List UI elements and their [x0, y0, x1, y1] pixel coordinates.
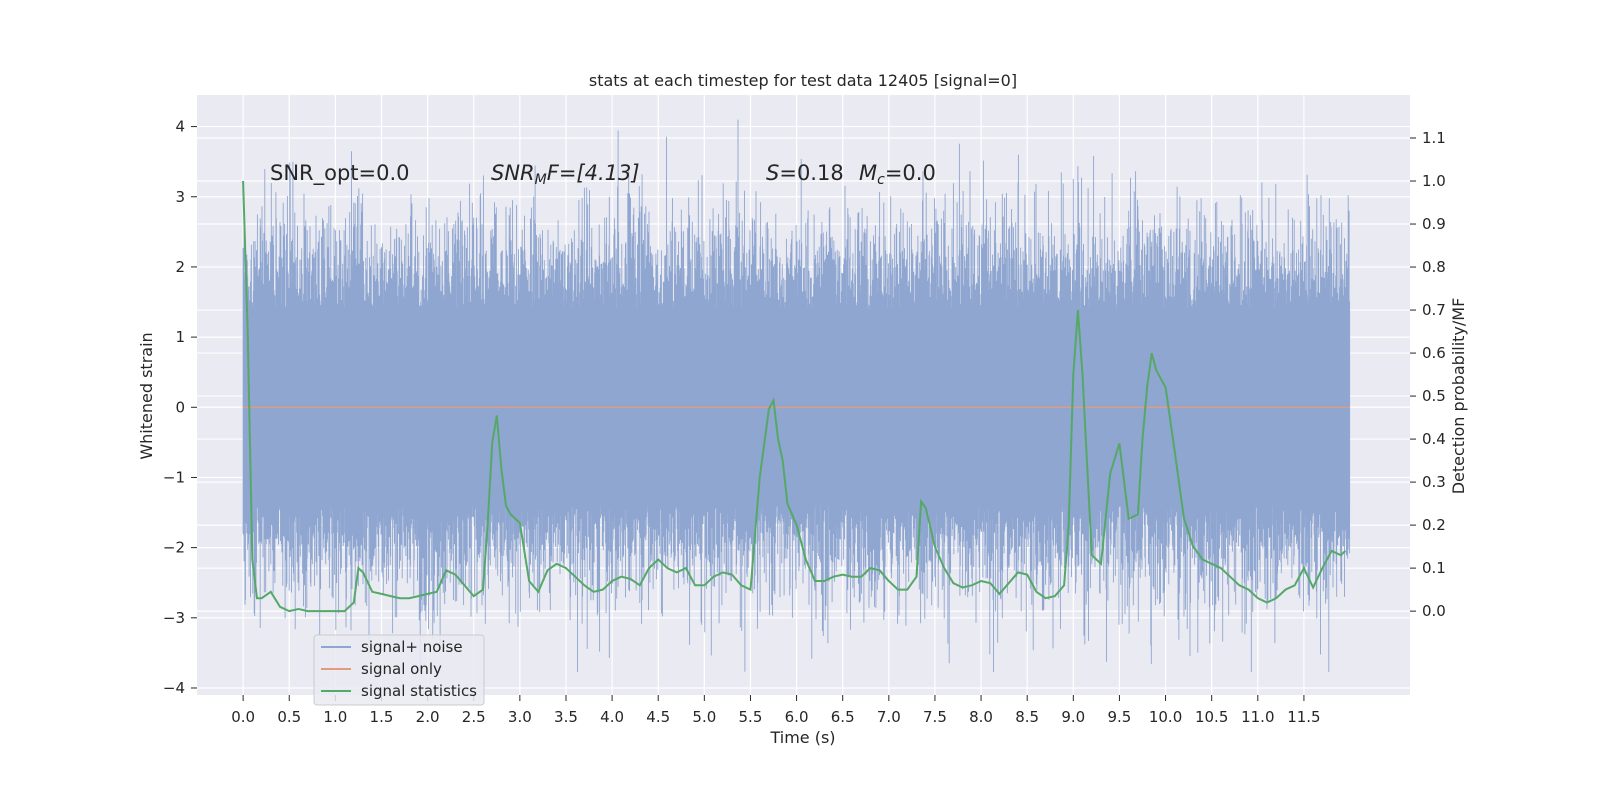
- annotation-snr-mf-sub: M: [535, 172, 547, 188]
- y-left-tick-label: −4: [163, 679, 185, 697]
- annotation-s-main: S: [766, 161, 779, 185]
- series-signal-statistics: [242, 180, 1347, 613]
- x-tick-label: 6.0: [785, 708, 809, 726]
- right-y-axis-label: Detection probability/MF: [1449, 298, 1468, 495]
- x-tick-label: 11.0: [1241, 708, 1274, 726]
- y-left-tick-label: −2: [163, 539, 185, 557]
- y-left-tick-label: 2: [175, 258, 185, 276]
- y-left-tick-label: −3: [163, 609, 185, 627]
- y-left-tick-label: −1: [163, 468, 185, 486]
- annotation-snr-mf-main: SNR: [491, 161, 535, 185]
- y-right-tick-label: 0.3: [1422, 473, 1446, 491]
- y-right-tick-label: 1.0: [1422, 172, 1446, 190]
- x-tick-label: 6.5: [831, 708, 855, 726]
- x-tick-label: 0.5: [277, 708, 301, 726]
- legend: signal+ noise signal only signal statist…: [313, 634, 485, 706]
- x-axis-ticks: 0.0 0.5 1.0 1.5 2.0 2.5 3.0 3.5 4.0 4.5 5.0 5.5 6.0 6…: [231, 695, 1321, 726]
- x-tick-label: 3.0: [508, 708, 532, 726]
- annotation-mc: Mc=0.0: [859, 161, 936, 188]
- annotation-s-rest: =0.18: [779, 161, 843, 185]
- left-y-axis-label: Whitened strain: [137, 332, 156, 459]
- x-tick-label: 0.0: [231, 708, 255, 726]
- annotation-snr-mf-rest: F=[4.13]: [547, 161, 640, 185]
- x-tick-label: 7.5: [923, 708, 947, 726]
- y-right-tick-label: 0.1: [1422, 559, 1446, 577]
- annotation-mc-rest: =0.0: [885, 161, 936, 185]
- y-right-tick-label: 0.8: [1422, 258, 1446, 276]
- y-left-tick-label: 1: [175, 328, 185, 346]
- x-tick-label: 8.5: [1015, 708, 1039, 726]
- y-left-tick-label: 3: [175, 188, 185, 206]
- x-tick-label: 2.5: [462, 708, 486, 726]
- x-tick-label: 5.0: [692, 708, 716, 726]
- x-tick-label: 5.5: [739, 708, 763, 726]
- y-right-tick-label: 0.0: [1422, 602, 1446, 620]
- x-axis-label: Time (s): [769, 728, 835, 747]
- y-right-tick-label: 0.4: [1422, 430, 1446, 448]
- y-left-tick-label: 4: [175, 118, 185, 136]
- legend-box: [313, 634, 485, 706]
- x-tick-label: 4.5: [646, 708, 670, 726]
- x-tick-label: 1.5: [370, 708, 394, 726]
- legend-label-signal-only: signal only: [361, 660, 442, 678]
- left-y-axis-ticks: 4 3 2 1 0 −1 −2 −3 −4: [163, 118, 197, 697]
- y-right-tick-label: 0.2: [1422, 516, 1446, 534]
- x-tick-label: 8.0: [969, 708, 993, 726]
- y-right-tick-label: 1.1: [1422, 129, 1446, 147]
- annotation-mc-sub: c: [877, 172, 885, 188]
- annotation-mc-main: M: [859, 161, 877, 185]
- annotation-s: S=0.18: [766, 161, 844, 185]
- chart-title: stats at each timestep for test data 124…: [589, 71, 1017, 90]
- x-tick-label: 11.5: [1287, 708, 1320, 726]
- annotation-snr-mf: SNRMF=[4.13]: [491, 161, 640, 188]
- x-tick-label: 2.0: [416, 708, 440, 726]
- x-tick-label: 9.5: [1108, 708, 1132, 726]
- y-left-tick-label: 0: [175, 398, 185, 416]
- right-y-axis-ticks: 1.1 1.0 0.9 0.8 0.7 0.6 0.5 0.4 0.3 0.2 0.1 0.0: [1410, 129, 1446, 620]
- y-right-tick-label: 0.5: [1422, 387, 1446, 405]
- y-right-tick-label: 0.7: [1422, 301, 1446, 319]
- legend-label-signal-statistics: signal statistics: [361, 682, 477, 700]
- x-tick-label: 4.0: [600, 708, 624, 726]
- y-right-tick-label: 0.9: [1422, 215, 1446, 233]
- x-tick-label: 3.5: [554, 708, 578, 726]
- x-tick-label: 10.5: [1195, 708, 1228, 726]
- x-tick-label: 9.0: [1061, 708, 1085, 726]
- x-tick-label: 1.0: [323, 708, 347, 726]
- legend-label-signal-noise: signal+ noise: [361, 638, 463, 656]
- x-tick-label: 7.0: [877, 708, 901, 726]
- x-tick-label: 10.0: [1149, 708, 1182, 726]
- annotation-snr-opt: SNR_opt=0.0: [270, 161, 410, 186]
- y-right-tick-label: 0.6: [1422, 344, 1446, 362]
